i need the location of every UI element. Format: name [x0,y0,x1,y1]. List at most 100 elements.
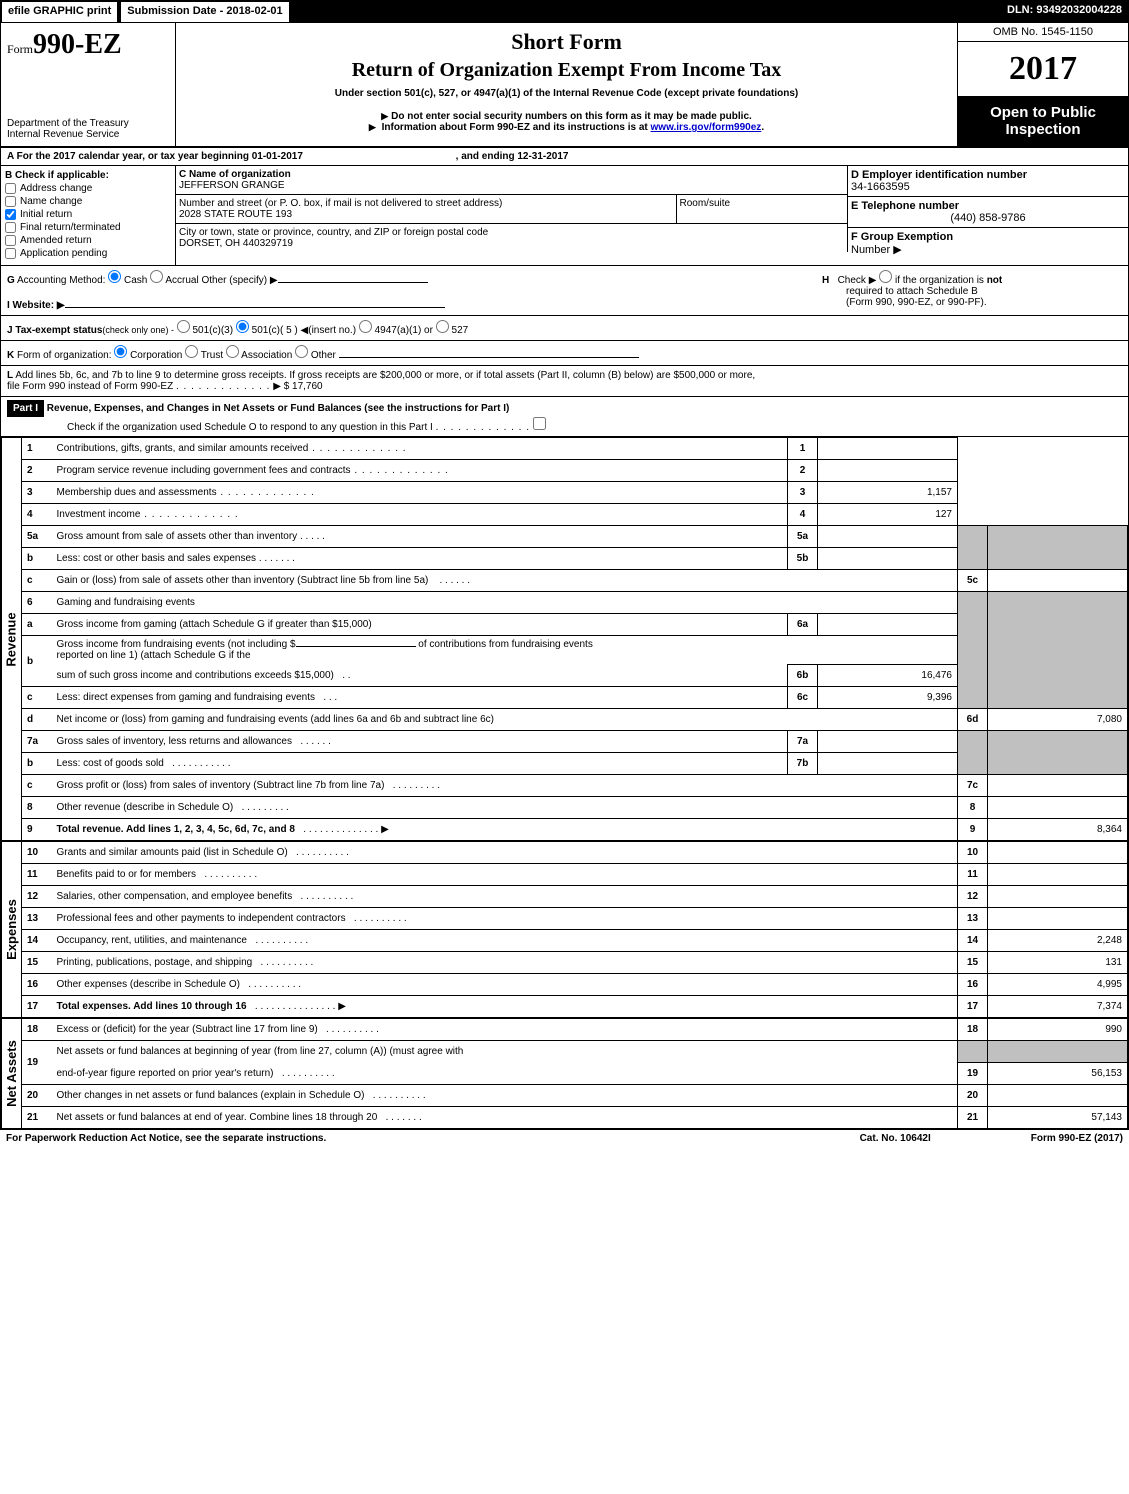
line-4-desc: Investment income [57,509,141,520]
label-4947: 4947(a)(1) or [375,325,433,336]
line-12: 12Salaries, other compensation, and empl… [22,886,1128,908]
row-bcdef: B Check if applicable: Address change Na… [1,166,1128,266]
label-assoc: Association [241,350,292,361]
box-h-t2: if the organization is [895,275,987,286]
part1-header: Part I Revenue, Expenses, and Changes in… [1,397,1128,437]
line-20-desc: Other changes in net assets or fund bala… [57,1090,365,1101]
line-11-desc: Benefits paid to or for members [57,869,197,880]
irs-link[interactable]: www.irs.gov/form990ez [651,122,762,133]
radio-trust[interactable] [185,345,198,358]
ein-value: 34-1663595 [851,181,1125,193]
line-5c-desc: Gain or (loss) from sale of assets other… [57,575,429,586]
city-value: DORSET, OH 440329719 [179,238,844,249]
box-b-letter: B [5,170,12,181]
line-7b-sub: 7b [788,753,818,775]
box-l-dots [176,381,270,392]
line-18-desc: Excess or (deficit) for the year (Subtra… [57,1024,318,1035]
box-b: B Check if applicable: Address change Na… [1,166,176,265]
submission-date: Submission Date - 2018-02-01 [120,1,289,23]
check-final-return[interactable]: Final return/terminated [5,222,171,233]
line-19a: 19Net assets or fund balances at beginni… [22,1041,1128,1063]
box-h-t3: required to attach Schedule B [846,286,978,297]
check-app-pending[interactable]: Application pending [5,248,171,259]
line-6c-sub: 6c [788,687,818,709]
line-6b-desc3: reported on line 1) (attach Schedule G i… [57,650,251,661]
line-5c: cGain or (loss) from sale of assets othe… [22,570,1128,592]
radio-501c3[interactable] [177,320,190,333]
line-13: 13Professional fees and other payments t… [22,908,1128,930]
other-specify-line[interactable] [278,282,428,283]
check-name-change[interactable]: Name change [5,196,171,207]
footer-left: For Paperwork Reduction Act Notice, see … [6,1133,860,1144]
line-3-val: 1,157 [818,482,958,504]
dept-line1: Department of the Treasury [7,118,169,129]
netassets-table: 18Excess or (deficit) for the year (Subt… [21,1018,1128,1129]
label-accrual: Accrual [165,275,198,286]
checkbox-name[interactable] [5,196,16,207]
short-form-title: Short Form [186,29,947,55]
line-7c-val [988,775,1128,797]
radio-527[interactable] [436,320,449,333]
radio-4947[interactable] [359,320,372,333]
box-g-label: G [7,275,15,286]
revenue-section: Revenue 1Contributions, gifts, grants, a… [1,437,1128,841]
line-6b-desc2: of contributions from fundraising events [418,639,593,650]
box-j-sub: (check only one) - [102,325,174,335]
box-d: D Employer identification number 34-1663… [848,166,1128,197]
line-7a-sub: 7a [788,731,818,753]
label-501c: 501(c)( 5 ) ◀(insert no.) [252,325,356,336]
line-10-desc: Grants and similar amounts paid (list in… [57,847,288,858]
dln-value: 93492032004228 [1036,4,1122,16]
radio-cash[interactable] [108,270,121,283]
line-21-val: 57,143 [988,1107,1128,1129]
box-c-addr: Number and street (or P. O. box, if mail… [176,195,677,224]
box-b-label: B Check if applicable: [5,170,171,181]
box-a-text: For the 2017 calendar year, or tax year … [17,151,303,162]
box-c-room: Room/suite [677,195,849,224]
box-g: G Accounting Method: Cash Accrual Other … [7,270,822,286]
radio-assoc[interactable] [226,345,239,358]
part1-checkbox[interactable] [533,417,546,430]
check-address-change[interactable]: Address change [5,183,171,194]
line-7a-desc: Gross sales of inventory, less returns a… [57,736,292,747]
line-13-val [988,908,1128,930]
return-title: Return of Organization Exempt From Incom… [186,59,947,82]
checkbox-address[interactable] [5,183,16,194]
other-k-line[interactable] [339,357,639,358]
expenses-sidelabel: Expenses [1,841,21,1018]
check-initial-return[interactable]: Initial return [5,209,171,220]
footer-form: 990-EZ [1059,1133,1092,1144]
check-amended[interactable]: Amended return [5,235,171,246]
line-10-val [988,842,1128,864]
radio-h[interactable] [879,270,892,283]
line-1-desc: Contributions, gifts, grants, and simila… [57,443,309,454]
box-l-text2: file Form 990 instead of Form 990-EZ [7,381,173,392]
checkbox-final[interactable] [5,222,16,233]
checkbox-initial[interactable] [5,209,16,220]
line-6-desc: Gaming and fundraising events [52,592,958,614]
radio-corp[interactable] [114,345,127,358]
label-app: Application pending [20,248,107,259]
line-6c-desc: Less: direct expenses from gaming and fu… [57,692,315,703]
line-9-val: 8,364 [988,819,1128,841]
line-4: 4Investment income4127 [22,504,1128,526]
website-line[interactable] [65,307,445,308]
label-527: 527 [452,325,469,336]
label-trust: Trust [201,350,223,361]
line-6b-blank[interactable] [296,646,416,647]
checkbox-app[interactable] [5,248,16,259]
radio-501c[interactable] [236,320,249,333]
form-header: Form990-EZ Department of the Treasury In… [1,23,1128,148]
box-l-text1: Add lines 5b, 6c, and 7b to line 9 to de… [15,370,755,381]
expenses-table: 10Grants and similar amounts paid (list … [21,841,1128,1018]
line-7a-subval [818,731,958,753]
phone-value: (440) 858-9786 [851,212,1125,224]
efile-print-button[interactable]: efile GRAPHIC print [1,1,118,23]
line-8-val [988,797,1128,819]
dept-treasury: Department of the Treasury Internal Reve… [7,118,169,140]
radio-accrual[interactable] [150,270,163,283]
radio-other-k[interactable] [295,345,308,358]
checkbox-amended[interactable] [5,235,16,246]
line-7c: cGross profit or (loss) from sales of in… [22,775,1128,797]
box-a-label: A [7,151,14,162]
